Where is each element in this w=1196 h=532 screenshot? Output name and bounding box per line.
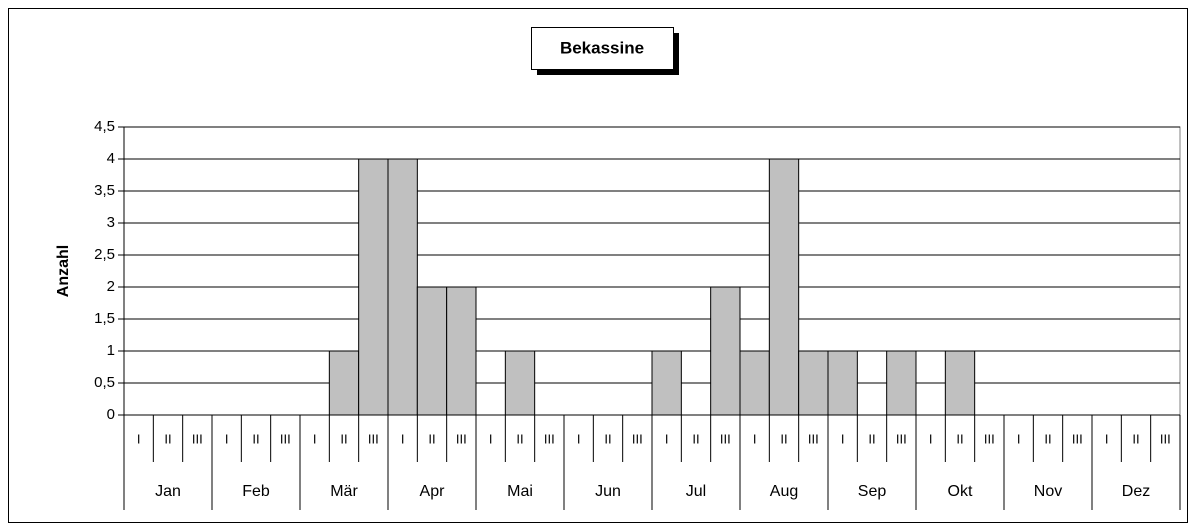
x-tick-label: III bbox=[808, 431, 819, 446]
x-tick-label: II bbox=[868, 431, 875, 446]
y-tick-label: 3,5 bbox=[94, 182, 115, 199]
bar bbox=[739, 350, 770, 416]
title-box bbox=[531, 27, 674, 70]
bar bbox=[446, 286, 477, 416]
x-tick-label: III bbox=[368, 431, 379, 446]
y-tick-label: 1 bbox=[107, 342, 115, 359]
group-label: Mai bbox=[507, 483, 533, 500]
bar bbox=[944, 350, 976, 416]
y-tick-label: 0,5 bbox=[94, 374, 115, 391]
y-tick-label: 4,5 bbox=[94, 118, 115, 135]
group-label: Nov bbox=[1034, 483, 1062, 500]
group-label: Feb bbox=[242, 483, 270, 500]
x-tick-label: III bbox=[544, 431, 555, 446]
x-tick-label: II bbox=[956, 431, 963, 446]
x-tick-label: II bbox=[516, 431, 523, 446]
x-tick-label: II bbox=[164, 431, 171, 446]
x-tick-label: II bbox=[428, 431, 435, 446]
bar bbox=[328, 350, 360, 416]
x-tick-label: I bbox=[929, 431, 933, 446]
group-label: Aug bbox=[770, 483, 798, 500]
x-tick-label: I bbox=[841, 431, 845, 446]
y-axis-label: Anzahl bbox=[55, 245, 72, 297]
x-tick-label: II bbox=[604, 431, 611, 446]
bar bbox=[504, 350, 536, 416]
x-tick-label: II bbox=[692, 431, 699, 446]
x-tick-label: I bbox=[577, 431, 581, 446]
chart-title: Bekassine bbox=[560, 38, 644, 57]
x-tick-label: II bbox=[1132, 431, 1139, 446]
x-tick-label: II bbox=[780, 431, 787, 446]
x-tick-label: III bbox=[1072, 431, 1083, 446]
group-label: Jan bbox=[155, 483, 181, 500]
y-tick-label: 2,5 bbox=[94, 246, 115, 263]
x-tick-label: III bbox=[720, 431, 731, 446]
group-label: Sep bbox=[858, 483, 887, 500]
y-tick-label: 0 bbox=[107, 406, 115, 423]
group-label: Mär bbox=[330, 483, 358, 500]
y-tick-label: 2 bbox=[107, 278, 115, 295]
x-tick-label: III bbox=[192, 431, 203, 446]
x-tick-label: II bbox=[1044, 431, 1051, 446]
bar bbox=[827, 350, 858, 416]
x-tick-label: III bbox=[456, 431, 467, 446]
group-label: Apr bbox=[420, 483, 446, 500]
x-tick-label: II bbox=[252, 431, 259, 446]
group-label: Jun bbox=[595, 483, 621, 500]
bar bbox=[651, 350, 682, 416]
x-tick-label: I bbox=[137, 431, 141, 446]
x-tick-label: I bbox=[225, 431, 229, 446]
x-tick-label: III bbox=[984, 431, 995, 446]
group-label: Dez bbox=[1122, 483, 1150, 500]
x-tick-label: I bbox=[1017, 431, 1021, 446]
x-tick-label: I bbox=[489, 431, 493, 446]
bar bbox=[416, 286, 448, 416]
x-tick-label: I bbox=[665, 431, 669, 446]
group-label: Okt bbox=[948, 483, 973, 500]
x-tick-label: I bbox=[1105, 431, 1109, 446]
x-tick-label: III bbox=[1160, 431, 1171, 446]
bar bbox=[387, 158, 418, 416]
x-tick-label: III bbox=[896, 431, 907, 446]
x-tick-label: II bbox=[340, 431, 347, 446]
x-tick-label: III bbox=[632, 431, 643, 446]
y-tick-label: 3 bbox=[107, 214, 115, 231]
x-tick-label: I bbox=[401, 431, 405, 446]
y-tick-label: 4 bbox=[107, 150, 115, 167]
bar bbox=[768, 158, 800, 416]
bar bbox=[798, 350, 829, 416]
group-label: Jul bbox=[686, 483, 706, 500]
x-tick-label: I bbox=[753, 431, 757, 446]
x-tick-label: I bbox=[313, 431, 317, 446]
bar bbox=[886, 350, 917, 416]
bar bbox=[710, 286, 741, 416]
bar bbox=[358, 158, 389, 416]
y-tick-label: 1,5 bbox=[94, 310, 115, 327]
x-tick-label: III bbox=[280, 431, 291, 446]
